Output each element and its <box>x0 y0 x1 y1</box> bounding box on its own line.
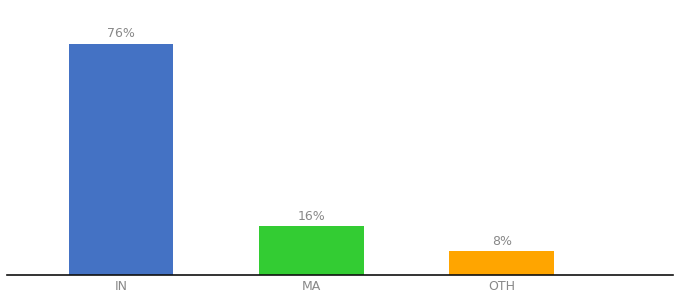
Text: 16%: 16% <box>298 210 325 224</box>
Bar <box>69 44 173 275</box>
Bar <box>449 251 554 275</box>
Text: 8%: 8% <box>492 235 512 248</box>
Text: 76%: 76% <box>107 28 135 40</box>
Bar <box>259 226 364 275</box>
